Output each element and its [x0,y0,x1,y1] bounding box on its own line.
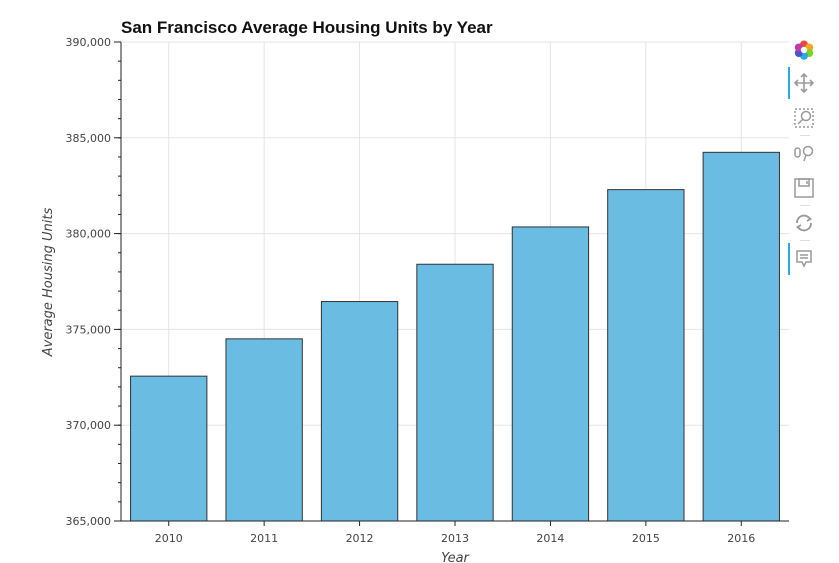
bokeh-logo-icon [793,39,815,61]
pan-tool-button[interactable] [792,71,816,95]
save-tool-icon [793,177,815,199]
wheel-zoom-tool-button[interactable] [792,141,816,165]
bar-2016 [702,151,780,522]
hover-tool-icon [793,248,815,270]
x-tick-label: 2010 [155,532,183,545]
active-tool-indicator [788,243,790,275]
y-tick-label: 390,000 [66,36,112,49]
x-axis-title: Year [441,551,470,563]
bar-2011 [225,338,303,522]
bokeh-logo-button[interactable] [792,38,816,62]
bars [130,151,780,522]
bar-2013 [416,263,494,522]
bar-2012 [320,301,399,522]
save-tool-button[interactable] [792,176,816,200]
toolbar-separator [800,135,810,136]
reset-tool-button[interactable] [792,211,816,235]
x-tick-label: 2015 [632,532,660,545]
y-tick-label: 385,000 [66,132,112,145]
chart-title: San Francisco Average Housing Units by Y… [121,18,493,37]
reset-tool-icon [793,212,815,234]
toolbar-separator [800,240,810,241]
x-tick-label: 2013 [441,532,469,545]
toolbar-separator [800,205,810,206]
y-tick-label: 370,000 [66,419,112,432]
y-axis-title: Average Housing Units [41,208,56,358]
y-tick-label: 365,000 [66,515,112,528]
x-tick-label: 2014 [536,532,564,545]
x-tick-label: 2011 [250,532,278,545]
bar-2010 [130,375,208,522]
x-axis-ticks: 2010 2011 2012 2013 2014 2015 2016 [155,521,755,545]
y-tick-label: 375,000 [66,323,112,336]
hover-tool-button[interactable] [792,247,816,271]
box-zoom-tool-icon [793,107,815,129]
x-tick-label: 2012 [346,532,374,545]
active-tool-indicator [788,67,790,99]
pan-tool-icon [793,72,815,94]
x-tick-label: 2016 [727,532,755,545]
bar-2014 [511,226,590,522]
chart-toolbar [788,38,820,288]
y-axis-ticks: 365,000 370,000 375,000 380,000 385,000 390,0… [66,36,121,528]
y-tick-label: 380,000 [66,228,112,241]
bar-2015 [607,189,685,522]
box-zoom-tool-button[interactable] [792,106,816,130]
wheel-zoom-tool-icon [793,142,815,164]
